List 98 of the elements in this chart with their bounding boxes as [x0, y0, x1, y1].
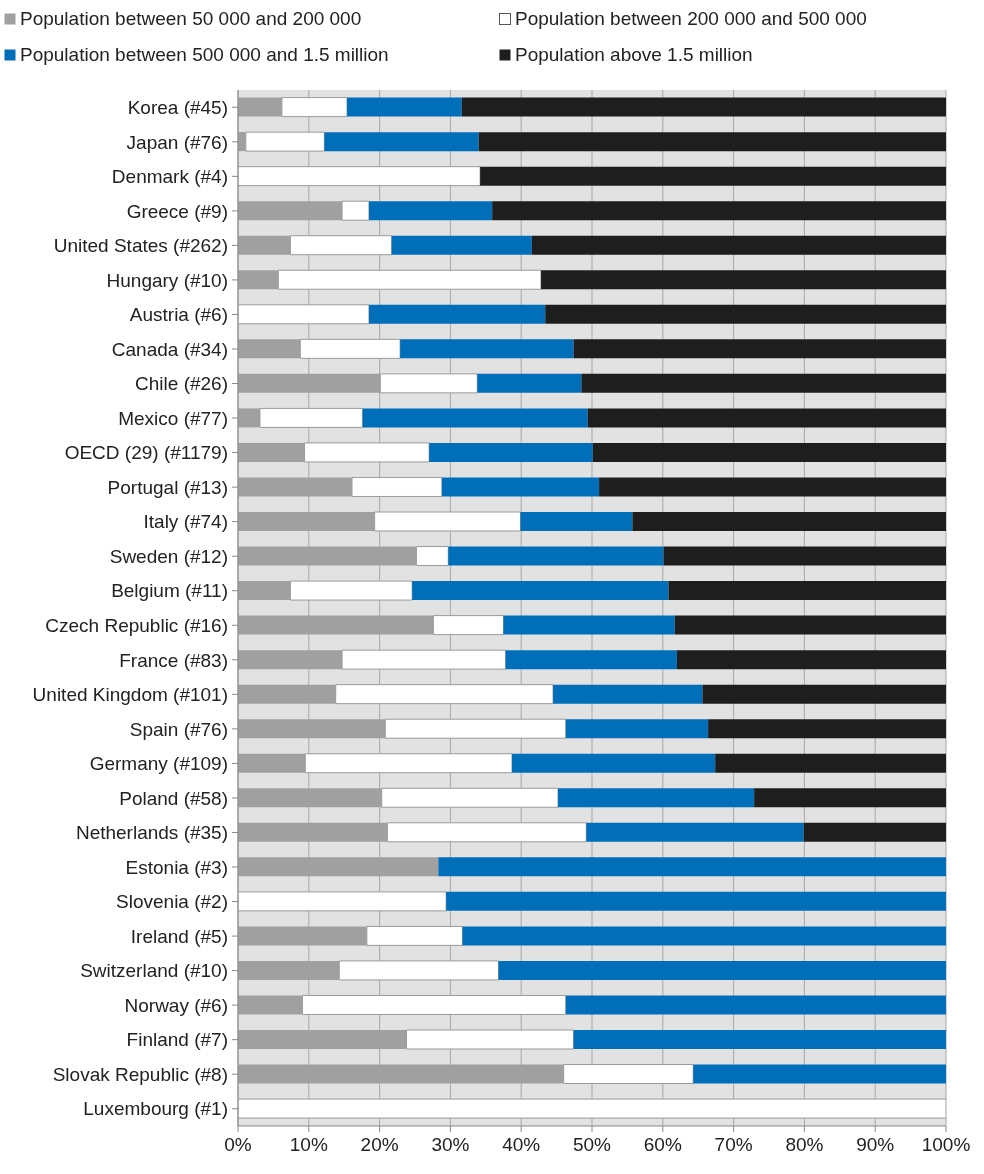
y-tick-label: Austria (#6) — [129, 304, 228, 326]
x-tick-label: 0% — [224, 1134, 252, 1156]
legend-label: Population between 50 000 and 200 000 — [20, 8, 362, 30]
bar — [708, 719, 946, 739]
y-tick-label: Finland (#7) — [126, 1029, 228, 1051]
y-tick-label: France (#83) — [119, 649, 228, 671]
x-tick-label: 80% — [785, 1134, 824, 1156]
y-tick-label: Czech Republic (#16) — [45, 615, 228, 637]
bar — [520, 512, 633, 531]
bar — [505, 650, 677, 670]
bar — [674, 615, 946, 635]
x-tick-label: 90% — [856, 1134, 895, 1156]
bar — [668, 581, 946, 601]
bar — [347, 97, 462, 117]
bar — [592, 442, 946, 462]
bar — [512, 753, 716, 773]
y-tick-label: Germany (#109) — [89, 753, 228, 775]
bar — [803, 822, 946, 842]
y-tick-label: Denmark (#4) — [111, 166, 228, 188]
y-tick-label: Mexico (#77) — [118, 407, 228, 429]
x-tick-label: 10% — [289, 1134, 328, 1156]
y-tick-label: OECD (29) (#1179) — [64, 442, 228, 464]
bar — [238, 166, 481, 187]
y-tick-label: Luxembourg (#1) — [83, 1098, 228, 1120]
bar — [438, 857, 946, 877]
bar — [531, 235, 946, 255]
bar — [754, 788, 946, 808]
bar — [565, 719, 709, 739]
y-tick-label: Canada (#34) — [111, 338, 228, 360]
x-tick-label: 100% — [921, 1134, 971, 1156]
y-tick-label: Belgium (#11) — [111, 580, 228, 602]
bar — [324, 132, 479, 152]
bar — [599, 477, 946, 497]
bar — [715, 753, 946, 773]
y-tick-label: Spain (#76) — [129, 718, 228, 740]
bar — [573, 339, 946, 359]
bar — [238, 1098, 946, 1119]
bar — [492, 201, 946, 221]
bar — [702, 684, 946, 704]
bar — [429, 442, 593, 462]
bar — [676, 650, 946, 670]
bar — [586, 822, 804, 842]
y-tick-label: Slovak Republic (#8) — [52, 1063, 228, 1085]
y-tick-label: Poland (#58) — [119, 787, 228, 809]
y-tick-label: Estonia (#3) — [125, 856, 228, 878]
legend-label: Population between 200 000 and 500 000 — [515, 8, 867, 30]
bar — [478, 132, 946, 152]
x-tick-label: 40% — [502, 1134, 541, 1156]
x-tick-label: 20% — [360, 1134, 399, 1156]
x-tick-label: 30% — [431, 1134, 470, 1156]
bar — [587, 408, 946, 428]
y-tick-label: Netherlands (#35) — [75, 822, 228, 844]
y-tick-label: United States (#262) — [53, 235, 228, 257]
y-tick-label: Norway (#6) — [124, 994, 228, 1016]
bar — [581, 373, 946, 393]
bar — [400, 339, 574, 359]
bar — [573, 1030, 946, 1049]
bar — [503, 615, 675, 635]
y-tick-label: Korea (#45) — [127, 97, 228, 119]
bar — [545, 304, 946, 324]
bar — [558, 788, 755, 808]
bar — [441, 477, 600, 497]
x-tick-label: 50% — [572, 1134, 612, 1156]
y-tick-label: Greece (#9) — [126, 200, 228, 222]
y-tick-label: Portugal (#13) — [107, 476, 228, 498]
x-tick-label: 60% — [643, 1134, 682, 1156]
legend-label: Population between 500 000 and 1.5 million — [20, 44, 389, 66]
bar — [412, 581, 669, 601]
bar — [693, 1064, 946, 1084]
bar — [553, 684, 703, 704]
x-tick-label: 70% — [714, 1134, 753, 1156]
y-tick-label: Sweden (#12) — [109, 545, 228, 567]
bar — [477, 373, 582, 393]
y-tick-label: Chile (#26) — [135, 373, 228, 395]
y-tick-label: Switzerland (#10) — [80, 960, 228, 982]
bar — [541, 270, 946, 290]
bar — [632, 512, 946, 531]
bar — [498, 960, 946, 980]
bar — [446, 891, 946, 911]
bar — [461, 97, 946, 117]
bar — [368, 304, 546, 324]
bar — [480, 166, 946, 186]
bar — [462, 926, 946, 946]
bar — [448, 546, 664, 566]
legend-label: Population above 1.5 million — [515, 44, 753, 66]
bar — [238, 304, 370, 325]
bar — [362, 408, 588, 428]
y-tick-label: Slovenia (#2) — [116, 891, 228, 913]
bar — [565, 995, 946, 1015]
y-tick-label: Italy (#74) — [143, 511, 228, 533]
y-tick-label: United Kingdom (#101) — [32, 684, 228, 706]
y-tick-label: Japan (#76) — [126, 131, 228, 153]
bar — [238, 891, 447, 912]
bar — [663, 546, 946, 566]
bar — [368, 201, 493, 221]
bar — [391, 235, 532, 255]
y-tick-label: Hungary (#10) — [106, 269, 228, 291]
y-tick-label: Ireland (#5) — [130, 925, 228, 947]
